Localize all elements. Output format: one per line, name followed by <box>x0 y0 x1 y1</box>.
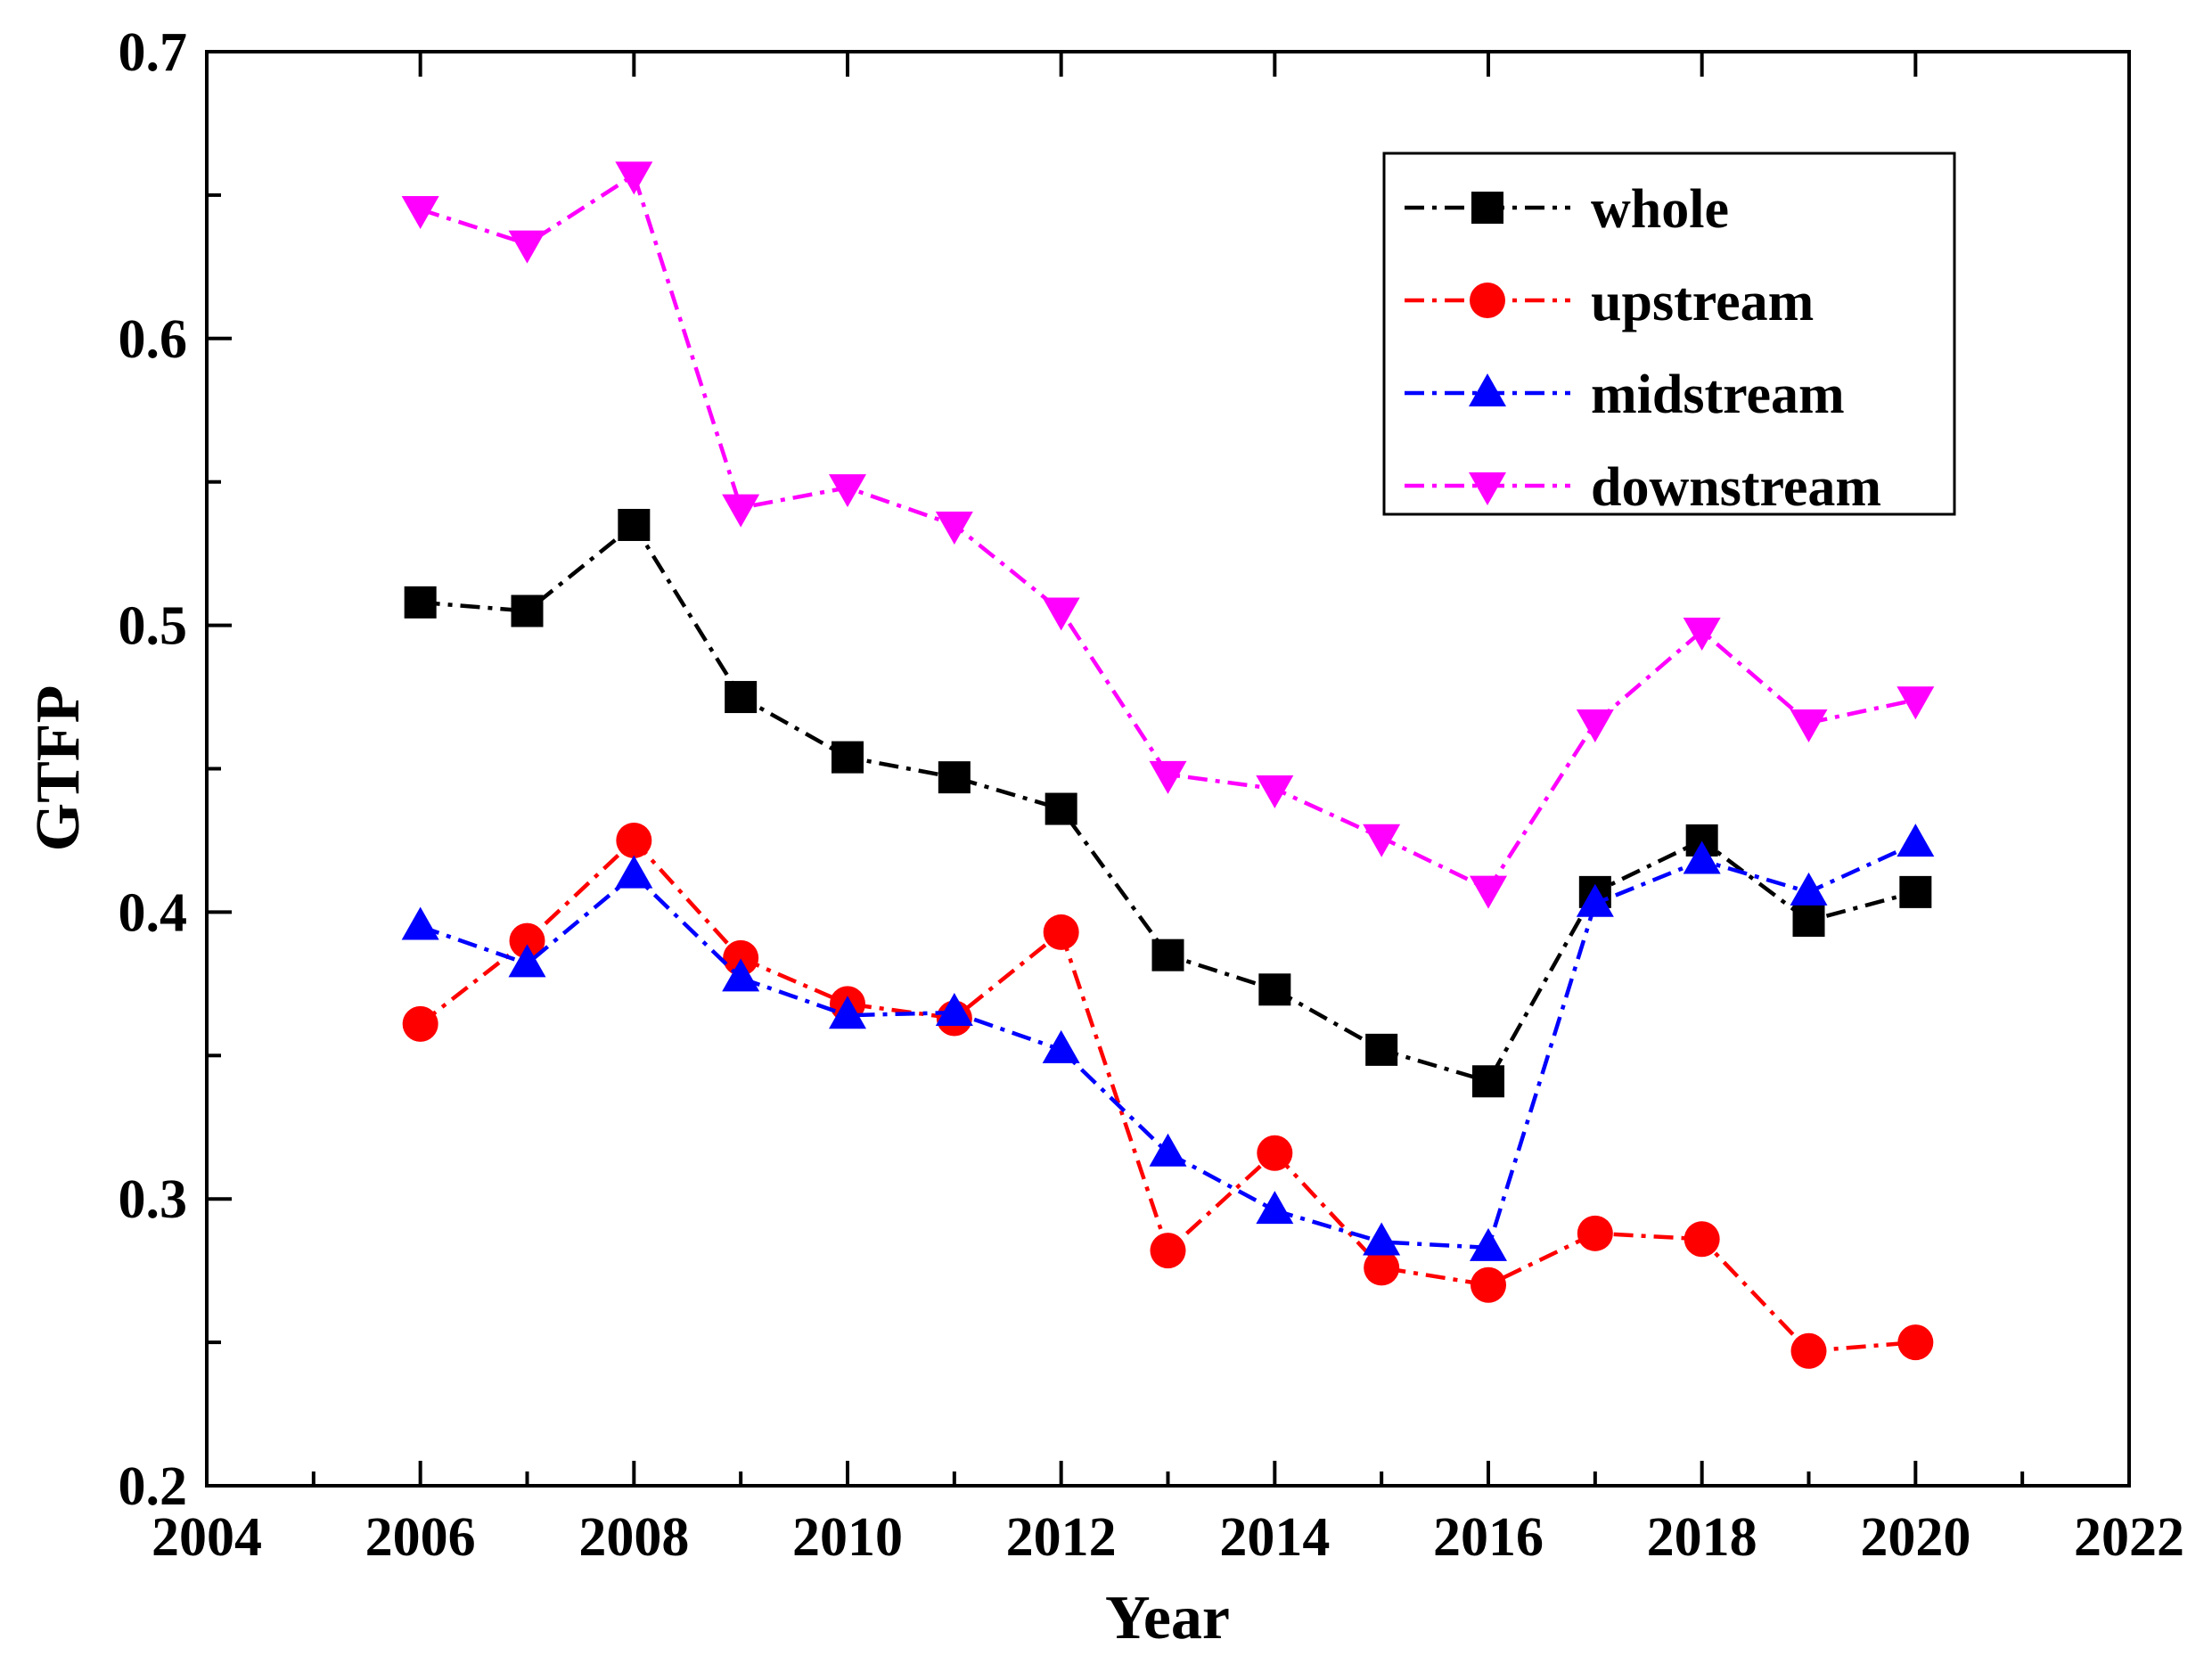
legend-swatch-marker <box>1471 192 1503 224</box>
midstream-point <box>1683 840 1721 874</box>
legend-label: downstream <box>1591 457 1881 518</box>
midstream-point <box>401 906 439 940</box>
whole-point <box>404 586 437 619</box>
x-tick-label: 2008 <box>578 1507 689 1568</box>
midstream-point <box>1897 824 1935 857</box>
x-tick-label: 2018 <box>1647 1507 1757 1568</box>
legend-swatch-marker <box>1469 373 1506 406</box>
whole-point <box>1472 1065 1504 1098</box>
upstream-point <box>1897 1324 1934 1361</box>
legend-item-whole: whole <box>1405 179 1729 240</box>
series-downstream <box>401 161 1935 909</box>
upstream-point <box>1150 1233 1186 1269</box>
upstream-point <box>1471 1266 1506 1303</box>
axis-ticks <box>205 50 2131 1488</box>
whole-point <box>1258 973 1291 1006</box>
downstream-line <box>419 171 1916 892</box>
series-layer <box>401 161 1935 1369</box>
legend: whole upstream midstream downstream <box>1382 152 1956 518</box>
downstream-point <box>1470 875 1507 909</box>
upstream-point <box>509 922 545 959</box>
legend-label: midstream <box>1591 365 1845 425</box>
legend-item-upstream: upstream <box>1405 272 1814 332</box>
midstream-point <box>935 993 973 1027</box>
whole-point <box>725 681 758 714</box>
whole-point <box>1792 905 1825 938</box>
y-tick-label: 0.6 <box>119 309 188 370</box>
legend-label: upstream <box>1591 272 1814 332</box>
whole-point <box>938 761 971 794</box>
midstream-point <box>829 996 866 1029</box>
x-axis-title: Year <box>1105 1584 1230 1652</box>
downstream-point <box>508 230 546 264</box>
downstream-point <box>1363 824 1401 857</box>
x-tick-label: 2004 <box>152 1507 262 1568</box>
midstream-point <box>722 958 760 992</box>
whole-point <box>1899 875 1932 908</box>
downstream-point <box>722 494 760 528</box>
downstream-point <box>829 474 866 508</box>
downstream-point <box>1042 597 1080 631</box>
y-tick-label: 0.2 <box>119 1456 188 1517</box>
midstream-point <box>1256 1191 1294 1225</box>
y-tick-label: 0.5 <box>119 596 188 657</box>
whole-point <box>1151 939 1184 971</box>
whole-point <box>618 508 651 541</box>
series-whole <box>404 508 1932 1098</box>
y-axis-title: GTFP <box>24 685 93 852</box>
midstream-line <box>419 841 1917 1250</box>
whole-point <box>832 741 864 774</box>
downstream-point <box>1149 760 1187 794</box>
downstream-point <box>1897 686 1935 720</box>
upstream-point <box>1790 1332 1827 1369</box>
series-midstream <box>401 824 1935 1261</box>
x-tick-label: 2006 <box>365 1507 476 1568</box>
upstream-point <box>1364 1250 1400 1286</box>
downstream-point <box>1576 709 1614 743</box>
plot-frame <box>205 50 2131 1488</box>
legend-item-midstream: midstream <box>1405 365 1845 425</box>
midstream-point <box>1149 1133 1187 1167</box>
x-tick-label: 2010 <box>792 1507 903 1568</box>
upstream-point <box>1577 1215 1613 1251</box>
midstream-point <box>508 944 546 978</box>
y-tick-label: 0.7 <box>119 22 188 83</box>
x-tick-label: 2012 <box>1006 1507 1117 1568</box>
upstream-point <box>1043 914 1079 950</box>
midstream-point <box>1470 1227 1507 1261</box>
downstream-point <box>1256 775 1294 809</box>
x-tick-label: 2020 <box>1860 1507 1970 1568</box>
midstream-point <box>1790 872 1828 906</box>
x-tick-label: 2016 <box>1433 1507 1544 1568</box>
x-tick-label: 2014 <box>1219 1507 1330 1568</box>
y-tick-label: 0.3 <box>119 1169 188 1230</box>
upstream-point <box>616 822 652 858</box>
x-tick-label: 2022 <box>2074 1507 2184 1568</box>
whole-point <box>1365 1033 1398 1066</box>
upstream-point <box>1257 1135 1293 1171</box>
upstream-point <box>723 939 759 976</box>
tick-labels: 2004 2006 2008 2010 2012 2014 2016 2018 2020 2022… <box>119 22 2185 1568</box>
legend-swatch-marker <box>1470 283 1505 318</box>
y-tick-label: 0.4 <box>119 882 188 943</box>
legend-label: whole <box>1591 179 1729 240</box>
legend-swatch-marker <box>1469 472 1506 505</box>
series-upstream <box>402 822 1934 1369</box>
upstream-point <box>1684 1221 1720 1258</box>
midstream-point <box>1576 883 1614 917</box>
downstream-point <box>401 195 439 229</box>
midstream-point <box>1363 1222 1401 1256</box>
midstream-point <box>1042 1029 1080 1063</box>
downstream-point <box>1683 618 1721 652</box>
whole-point <box>511 594 544 627</box>
legend-item-downstream: downstream <box>1405 457 1881 518</box>
downstream-point <box>935 511 973 545</box>
downstream-point <box>1790 709 1828 743</box>
downstream-point <box>615 161 653 195</box>
upstream-point <box>402 1005 438 1042</box>
midstream-point <box>615 855 653 889</box>
whole-point <box>1045 792 1077 825</box>
